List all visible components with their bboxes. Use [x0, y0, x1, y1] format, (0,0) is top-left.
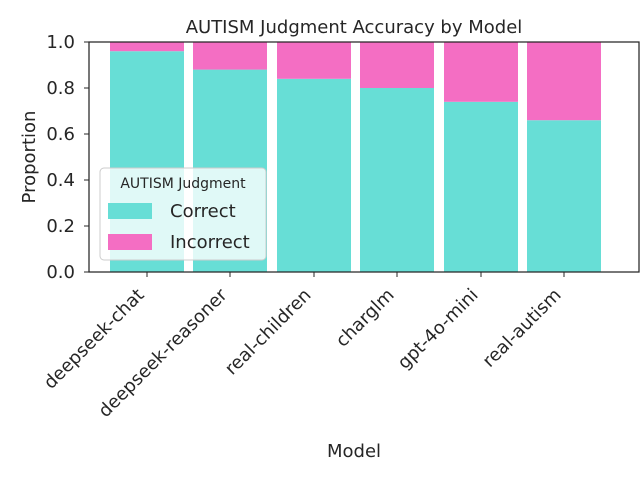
y-tick-label: 0.8 [46, 78, 75, 99]
x-axis-label: Model [327, 441, 381, 462]
y-tick-label: 1.0 [46, 32, 75, 53]
bar-incorrect-deepseek-reasoner [193, 42, 267, 70]
x-tick-label-charglm: charglm [332, 285, 399, 352]
y-ticks: 0.0 0.2 0.4 0.6 0.8 1.0 [46, 32, 89, 283]
bar-incorrect-real-autism [527, 42, 601, 121]
legend-label-incorrect: Incorrect [170, 232, 250, 253]
bar-correct-real-autism [527, 120, 601, 272]
bar-correct-real-children [277, 78, 351, 272]
y-tick-label: 0.0 [46, 262, 75, 283]
bar-incorrect-real-children [277, 42, 351, 79]
y-tick-label: 0.2 [46, 216, 75, 237]
chart-title: AUTISM Judgment Accuracy by Model [186, 17, 523, 38]
bar-correct-charglm [360, 88, 434, 272]
y-axis-label: Proportion [19, 111, 40, 204]
y-tick-label: 0.6 [46, 124, 75, 145]
legend-swatch-correct [108, 203, 152, 219]
x-tick-label-real-children: real-children [221, 285, 316, 380]
legend-label-correct: Correct [170, 201, 236, 222]
x-tick-label-real-autism: real-autism [479, 285, 566, 372]
bar-incorrect-gpt-4o-mini [444, 42, 518, 102]
bar-incorrect-deepseek-chat [110, 42, 184, 52]
x-ticks: deepseek-chatdeepseek-reasonerreal-child… [40, 272, 566, 422]
legend-title: AUTISM Judgment [120, 176, 246, 192]
bar-correct-gpt-4o-mini [444, 101, 518, 272]
plot-frame [88, 41, 640, 273]
x-tick-label-gpt-4o-mini: gpt-4o-mini [394, 285, 483, 374]
legend-swatch-incorrect [108, 234, 152, 250]
legend: AUTISM Judgment Correct Incorrect [99, 167, 267, 261]
bar-incorrect-charglm [360, 42, 434, 88]
y-tick-label: 0.4 [46, 170, 75, 191]
